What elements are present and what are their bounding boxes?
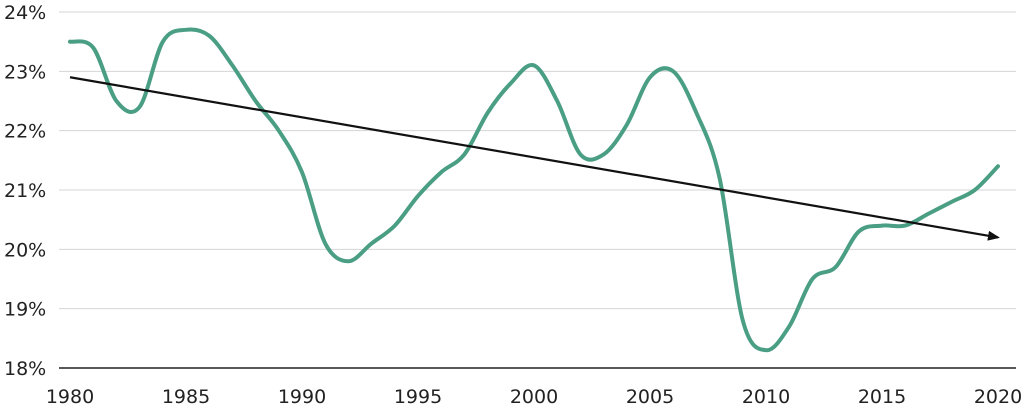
trend-arrow (69, 76, 1000, 241)
x-tick-label: 2010 (742, 386, 790, 408)
series-line (68, 27, 1000, 353)
y-axis-tick-labels: 18% 19% 20% 21% 22% 23% 24% (4, 2, 46, 380)
x-axis-tick-labels: 1980 1985 1990 1995 2000 2005 2010 2015 2020 (46, 386, 1022, 408)
series-group (68, 27, 1000, 353)
x-tick-label: 1985 (162, 386, 210, 408)
y-tick-label: 24% (4, 2, 46, 24)
y-tick-label: 21% (4, 180, 46, 202)
x-tick-label: 1990 (278, 386, 326, 408)
x-tick-label: 2015 (858, 386, 906, 408)
gridlines (59, 11, 1016, 369)
x-tick-label: 2020 (974, 386, 1022, 408)
y-tick-label: 22% (4, 121, 46, 143)
y-tick-label: 20% (4, 239, 46, 261)
x-tick-label: 2005 (626, 386, 674, 408)
x-tick-label: 1980 (46, 386, 94, 408)
y-tick-label: 23% (4, 61, 46, 83)
x-tick-label: 1995 (394, 386, 442, 408)
y-tick-label: 18% (4, 358, 46, 380)
x-tick-label: 2000 (510, 386, 558, 408)
y-tick-label: 19% (4, 299, 46, 321)
